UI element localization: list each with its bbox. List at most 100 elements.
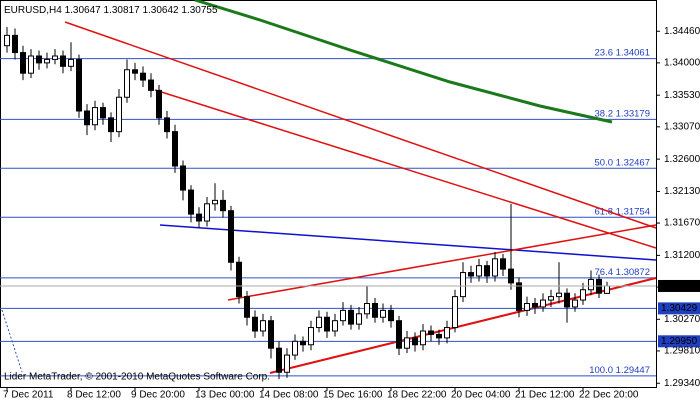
candle-body	[100, 107, 106, 119]
candle-body	[228, 210, 234, 263]
x-tick-label: 15 Dec 16:00	[323, 390, 383, 401]
drawings	[1, 0, 657, 374]
candle-body	[188, 189, 194, 215]
candle-body	[420, 330, 426, 346]
candle-body	[484, 265, 490, 277]
candle-body	[4, 34, 10, 47]
x-tick-label: 20 Dec 04:00	[451, 390, 511, 401]
candle-body	[492, 258, 498, 277]
candle-body	[332, 320, 338, 332]
fib-label: 76.4 1.30872	[595, 266, 650, 277]
candle-body	[444, 327, 450, 339]
candle-body	[12, 34, 18, 54]
candle-body	[284, 354, 290, 373]
candle-body	[60, 55, 66, 67]
candle-body	[532, 303, 538, 308]
current-price-label: 1.30755	[661, 281, 698, 292]
footer: Lider MetaTrader, © 2001-2010 MetaQuotes…	[4, 372, 270, 383]
candle-body	[516, 282, 522, 311]
candle-body	[508, 268, 514, 284]
candle-body	[356, 313, 362, 325]
candle-body	[164, 117, 170, 133]
candle-body	[84, 110, 90, 126]
candle-body	[172, 131, 178, 167]
candle-body	[476, 265, 482, 277]
fib-price: 1.34061	[616, 47, 650, 58]
y-tick-label: 1.34460	[664, 26, 700, 37]
candle-body	[572, 299, 578, 308]
y-tick-label: 1.32600	[664, 154, 700, 165]
candle-body	[132, 69, 138, 74]
candle-body	[236, 261, 242, 298]
x-tick-label: 18 Dec 22:00	[387, 390, 447, 401]
candle-body	[500, 258, 506, 270]
candle-body	[20, 52, 26, 74]
candle-body	[364, 303, 370, 315]
candle-body	[460, 272, 466, 298]
candle-body	[220, 199, 226, 212]
candle-body	[76, 58, 82, 112]
candle-body	[204, 203, 210, 222]
level-label: 1.30429	[661, 303, 698, 314]
fib-price: 1.33179	[616, 108, 650, 119]
candle-body	[580, 289, 586, 301]
candle-body	[116, 96, 122, 133]
candle-body	[380, 309, 386, 318]
candle-body	[68, 58, 74, 67]
fib-label: 61.8 1.31754	[595, 206, 650, 217]
candle-body	[44, 58, 50, 64]
trend-line	[64, 21, 657, 229]
candle-body	[268, 320, 274, 349]
candle-body	[180, 165, 186, 191]
fib-ratio: 38.2	[595, 108, 614, 119]
moving-average	[194, 0, 613, 124]
candle-body	[428, 330, 434, 335]
candle-body	[140, 72, 146, 81]
x-tick-label: 8 Dec 12:00	[67, 390, 121, 401]
x-tick-label: 14 Dec 08:00	[259, 390, 319, 401]
y-tick-label: 1.29810	[664, 346, 700, 357]
trend-line	[154, 89, 657, 249]
y-tick-label: 1.33070	[664, 121, 700, 132]
candle-body	[468, 272, 474, 277]
candle-body	[156, 89, 162, 119]
candle-body	[548, 296, 554, 301]
candle-body	[36, 55, 42, 64]
current-price-box	[658, 279, 700, 292]
level-box	[658, 335, 700, 348]
fib-price: 1.30872	[616, 266, 650, 277]
candle-body	[412, 337, 418, 346]
x-tick-label: 21 Dec 12:00	[515, 390, 575, 401]
candle-body	[348, 309, 354, 325]
candle-body	[540, 299, 546, 308]
trend-line	[227, 224, 657, 301]
candle-body	[436, 333, 442, 339]
ohlc-low: 1.30642	[142, 5, 179, 16]
level-label: 1.29950	[661, 336, 698, 347]
fib-ratio: 61.8	[595, 206, 614, 217]
y-tick-label: 1.31670	[664, 218, 700, 229]
candle-body	[556, 292, 562, 298]
x-tick-label: 13 Dec 00:00	[195, 390, 255, 401]
candle-body	[52, 55, 58, 60]
fib-label: 100.0 1.29447	[589, 364, 650, 375]
candle-body	[388, 309, 394, 322]
candle-body	[244, 296, 250, 318]
fib-label: 50.0 1.32467	[595, 157, 650, 168]
fib-ratio: 23.6	[595, 47, 614, 58]
ohlc-high: 1.30817	[104, 5, 141, 16]
candle-body	[28, 55, 34, 74]
x-tick-label: 9 Dec 20:00	[131, 390, 185, 401]
candle-body	[124, 69, 130, 98]
level-box	[658, 302, 700, 315]
fib-price: 1.32467	[616, 157, 650, 168]
y-tick-label: 1.34000	[664, 58, 700, 69]
candle-body	[340, 309, 346, 322]
x-tick-label: 7 Dec 2011	[3, 390, 54, 401]
candle-body	[196, 213, 202, 222]
candle-body	[452, 296, 458, 329]
candle-body	[316, 316, 322, 329]
candle-body	[564, 292, 570, 308]
candle-body	[92, 107, 98, 126]
